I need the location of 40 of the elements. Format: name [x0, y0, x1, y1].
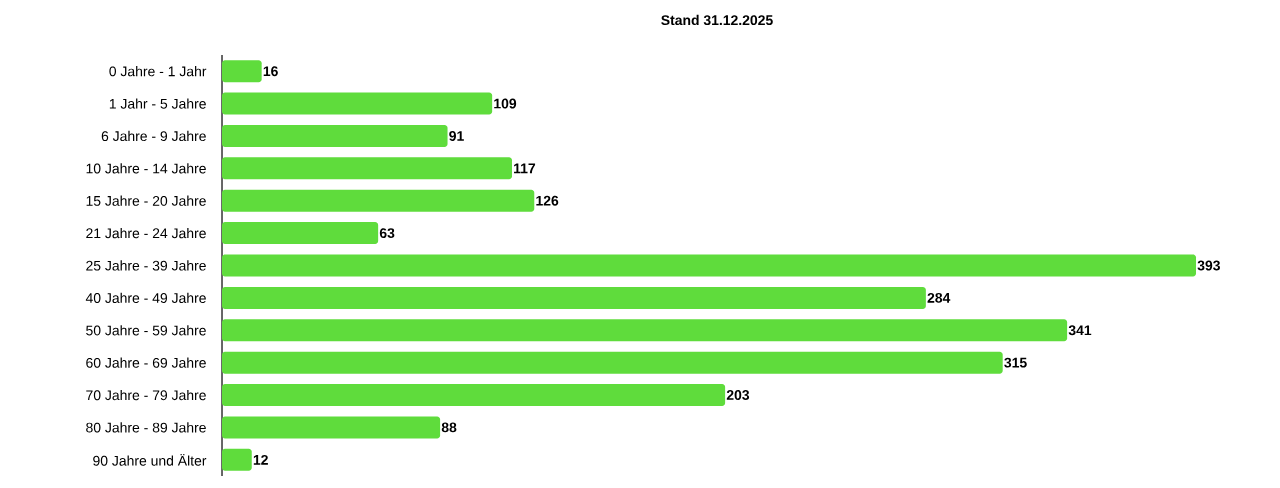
y-tick-label: 15 Jahre - 20 Jahre [86, 195, 206, 206]
y-tick-label: 10 Jahre - 14 Jahre [86, 163, 206, 174]
bar [222, 254, 1197, 277]
bar [222, 286, 926, 309]
chart-title: Stand 31.12.2025 [661, 14, 773, 26]
data-label: 341 [1068, 325, 1092, 336]
data-label: 63 [379, 228, 395, 239]
bar [222, 124, 448, 147]
data-label: 203 [726, 390, 750, 400]
bar [222, 319, 1068, 342]
data-label: 12 [253, 454, 268, 465]
bar [222, 92, 493, 115]
data-label: 315 [1004, 357, 1027, 368]
bar [222, 222, 379, 245]
data-label: 284 [927, 292, 951, 303]
data-label: 393 [1197, 260, 1220, 271]
bar [222, 416, 441, 439]
y-tick-label: 80 Jahre - 89 Jahre [86, 422, 206, 433]
bar [222, 448, 252, 471]
y-tick-label: 21 Jahre - 24 Jahre [86, 227, 206, 239]
bar [222, 384, 726, 407]
y-tick-label: 70 Jahre - 79 Jahre [86, 389, 206, 401]
y-tick-label: 90 Jahre und Älter [93, 453, 207, 466]
data-label: 117 [514, 163, 536, 174]
y-tick-label: 60 Jahre - 69 Jahre [86, 357, 206, 368]
data-label: 91 [449, 131, 464, 141]
bar [222, 351, 1003, 374]
data-label: 109 [494, 98, 517, 109]
bar [222, 60, 262, 83]
data-label: 16 [263, 66, 278, 77]
y-tick-label: 50 Jahre - 59 Jahre [86, 325, 206, 336]
data-label: 88 [441, 422, 457, 433]
y-tick-label: 25 Jahre - 39 Jahre [86, 260, 206, 271]
y-tick-label: 0 Jahre - 1 Jahr [109, 66, 207, 77]
y-tick-label: 6 Jahre - 9 Jahre [101, 130, 206, 142]
y-tick-label: 1 Jahr - 5 Jahre [109, 98, 206, 109]
y-tick-label: 40 Jahre - 49 Jahre [85, 292, 206, 303]
bar [222, 189, 535, 212]
data-label: 126 [536, 195, 559, 206]
bar [222, 157, 512, 180]
